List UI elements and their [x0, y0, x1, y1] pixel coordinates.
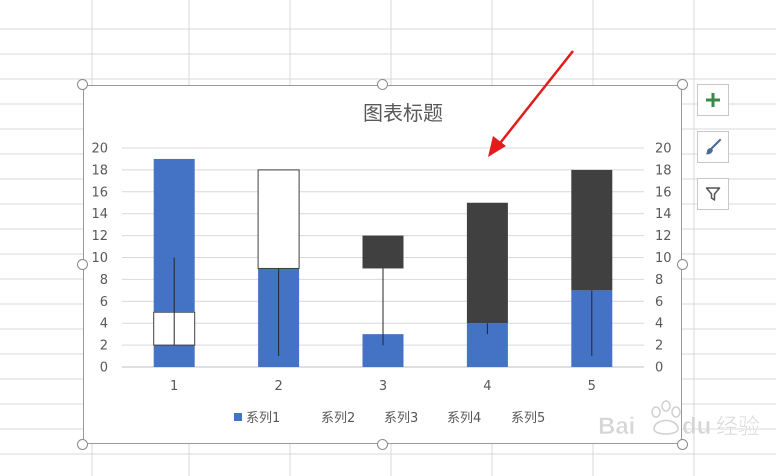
y2-axis-tick-label: 14: [655, 207, 672, 222]
legend-entry: 系列2: [321, 411, 355, 426]
y2-axis-tick-label: 6: [655, 295, 663, 310]
filter-icon: [705, 187, 721, 201]
y-axis-tick-label: 2: [100, 339, 108, 354]
resize-handle-left[interactable]: [77, 259, 88, 270]
y-axis-tick-label: 4: [100, 317, 108, 332]
y2-axis-tick-label: 8: [655, 273, 663, 288]
y2-axis-tick-label: 16: [655, 185, 672, 200]
bar-segment: [466, 202, 508, 324]
y-axis-tick-label: 6: [100, 295, 108, 310]
plus-icon: [706, 93, 720, 107]
chart-title: 图表标题: [363, 101, 443, 125]
bar-segment: [571, 169, 613, 291]
bar-segment: [257, 169, 300, 269]
y2-axis-tick-label: 4: [655, 317, 663, 332]
resize-handle-top-left[interactable]: [77, 79, 88, 90]
y2-axis-tick-label: 0: [655, 361, 663, 376]
y-axis-tick-label: 0: [100, 361, 108, 376]
chart-area[interactable]: 图表标题 0 0 2 2 4 4 6 6 8 8 10 10 12 12 14 14 16 16 18 18 20 20 1 2…: [83, 85, 682, 444]
y2-axis-tick-label: 12: [655, 229, 672, 244]
y2-axis-tick-label: 2: [655, 339, 663, 354]
y-axis-tick-label: 20: [91, 142, 108, 157]
bar-segment: [362, 235, 404, 269]
y-axis-tick-label: 14: [91, 207, 108, 222]
legend-entry: 系列4: [447, 411, 481, 426]
x-axis-tick-label: 5: [588, 379, 596, 394]
resize-handle-right[interactable]: [677, 259, 688, 270]
y2-axis-tick-label: 10: [655, 251, 672, 266]
resize-handle-bottom-right[interactable]: [677, 439, 688, 450]
resize-handle-top-right[interactable]: [677, 79, 688, 90]
legend-swatch: [234, 413, 242, 421]
y2-axis-tick-label: 18: [655, 163, 672, 178]
chart-filters-button[interactable]: [697, 178, 729, 210]
chart-styles-button[interactable]: [697, 131, 729, 163]
y-axis-tick-label: 18: [91, 163, 108, 178]
y-axis-tick-label: 12: [91, 229, 108, 244]
resize-handle-top[interactable]: [377, 79, 388, 90]
legend-entry: 系列3: [384, 411, 418, 426]
legend-entry: 系列1: [246, 411, 280, 426]
resize-handle-bottom[interactable]: [377, 439, 388, 450]
brush-icon: [705, 138, 722, 155]
y-axis-tick-label: 8: [100, 273, 108, 288]
x-axis-tick-label: 2: [274, 379, 282, 394]
bar-segment: [153, 345, 195, 367]
legend-entry: 系列5: [511, 411, 545, 426]
y-axis-tick-label: 10: [91, 251, 108, 266]
y2-axis-tick-label: 20: [655, 142, 672, 157]
y-axis-tick-label: 16: [91, 185, 108, 200]
chart-elements-button[interactable]: [697, 84, 729, 116]
x-axis-tick-label: 4: [483, 379, 491, 394]
x-axis-tick-label: 3: [379, 379, 387, 394]
x-axis-tick-label: 1: [170, 379, 178, 394]
resize-handle-bottom-left[interactable]: [77, 439, 88, 450]
